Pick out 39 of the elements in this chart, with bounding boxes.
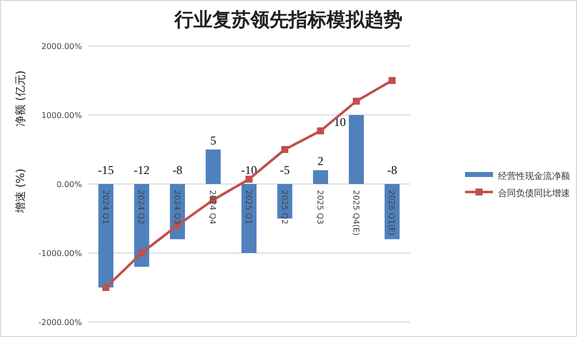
data-label: 5 bbox=[210, 134, 216, 148]
point bbox=[317, 127, 324, 134]
y-tick-label: -1000.00% bbox=[38, 249, 82, 258]
x-tick-label: 2025 Q2 bbox=[280, 190, 289, 224]
data-label: -15 bbox=[98, 163, 114, 177]
y-axis-title: 增速 (%) bbox=[14, 168, 27, 214]
data-label: -8 bbox=[172, 163, 182, 177]
x-tick-label: 2025 Q1 bbox=[244, 190, 253, 224]
y2-axis-title: 净额 (亿元) bbox=[14, 70, 27, 126]
x-tick-label: 2024 Q3 bbox=[172, 190, 182, 224]
y-tick-label: 1000.00% bbox=[41, 111, 82, 120]
x-tick-label: 2024 Q2 bbox=[136, 190, 146, 224]
legend-label: 经营性现金流净额 bbox=[498, 171, 570, 182]
point bbox=[102, 284, 110, 291]
point bbox=[388, 77, 396, 84]
bar bbox=[241, 184, 257, 253]
point bbox=[352, 98, 360, 105]
legend-label: 合同负债同比增速 bbox=[498, 188, 570, 199]
chart-title: 行业复苏领先指标模拟趋势 bbox=[174, 9, 402, 31]
bar bbox=[206, 150, 221, 184]
y-tick-label: 2000.00% bbox=[41, 42, 82, 51]
y-tick-label: -2000.00% bbox=[38, 318, 82, 327]
bar bbox=[348, 115, 364, 184]
data-label: 10 bbox=[334, 115, 346, 129]
data-label: -5 bbox=[280, 163, 290, 177]
point bbox=[246, 176, 252, 183]
y-tick-label: 0.00% bbox=[56, 180, 82, 189]
bar bbox=[98, 184, 114, 288]
data-label: 2 bbox=[318, 154, 324, 168]
x-tick-label: 2025 Q3 bbox=[316, 190, 325, 224]
x-tick-label: 2024 Q4 bbox=[208, 190, 218, 224]
point bbox=[138, 250, 146, 256]
point bbox=[281, 146, 288, 153]
bar bbox=[313, 170, 328, 184]
x-tick-label: 2024 Q1 bbox=[100, 190, 110, 224]
data-label: -12 bbox=[134, 163, 150, 177]
x-tick-label: 2025 Q4(E) bbox=[351, 190, 360, 236]
data-label: -8 bbox=[387, 163, 398, 177]
x-tick-label: 2026 Q1(E) bbox=[387, 190, 396, 236]
